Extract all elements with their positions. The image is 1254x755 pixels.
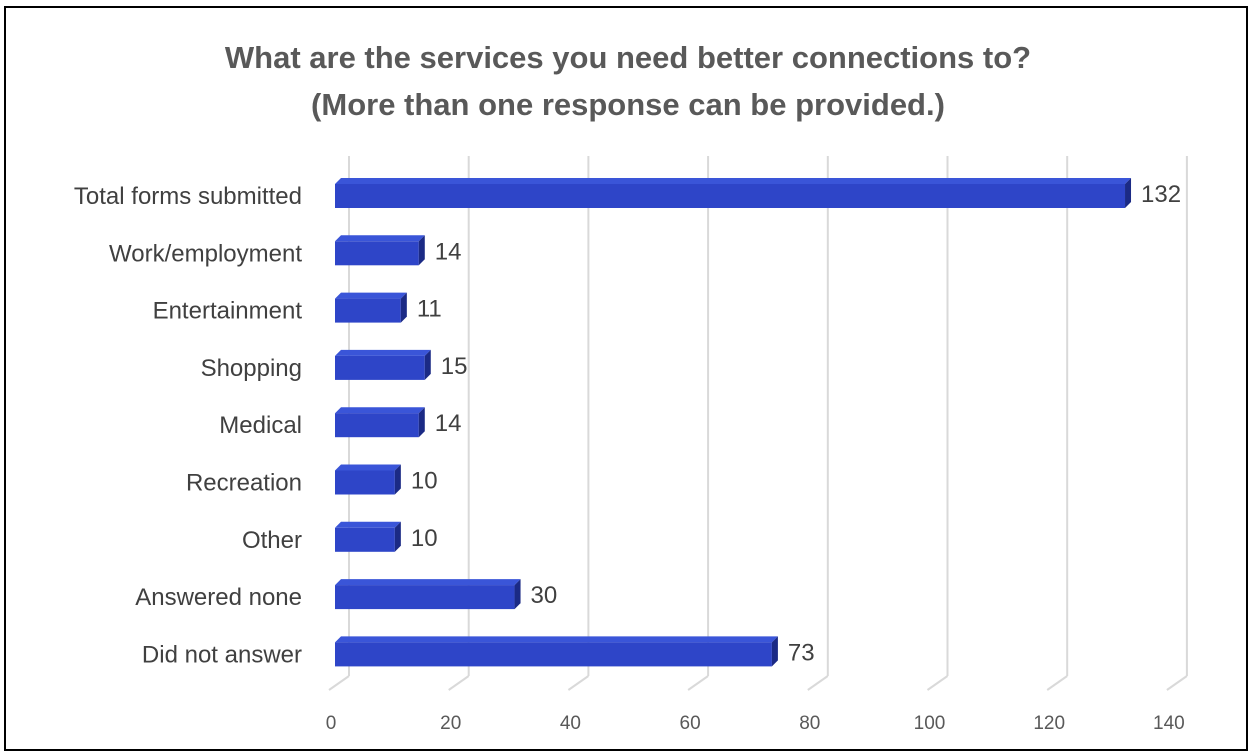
bar [335, 642, 772, 667]
category-label: Total forms submitted [74, 183, 302, 210]
bar [335, 355, 425, 380]
bar-side-face [424, 349, 431, 380]
bar-group [335, 579, 521, 610]
x-tick-label: 20 [440, 713, 461, 734]
bar [335, 184, 1126, 208]
bar-top-face [335, 235, 425, 242]
data-label: 132 [1141, 181, 1181, 208]
gridline-floor [1046, 675, 1068, 691]
data-label: 11 [417, 296, 442, 323]
bar-side-face [1125, 178, 1132, 208]
bar [335, 298, 401, 323]
category-label: Entertainment [153, 298, 303, 325]
x-tick-label: 60 [680, 713, 701, 734]
x-tick-label: 140 [1153, 713, 1185, 734]
bar-side-face [514, 579, 521, 610]
bar-top-face [335, 407, 425, 414]
data-label: 14 [435, 410, 462, 437]
bar-top-face [335, 521, 401, 528]
chart-title-line-1: What are the services you need better co… [224, 40, 1032, 75]
bar-group [335, 636, 778, 667]
data-label: 73 [788, 639, 815, 666]
chart-frame: What are the services you need better co… [4, 6, 1248, 751]
gridline-floor [807, 675, 829, 691]
bar-top-face [335, 292, 407, 299]
category-label: Answered none [135, 584, 302, 611]
bar-side-face [400, 292, 407, 323]
data-label: 14 [435, 238, 462, 265]
bar-side-face [418, 407, 425, 438]
gridline-floor [448, 675, 470, 691]
bar-group [335, 464, 401, 495]
bar-group [335, 521, 401, 552]
bar-side-face [394, 521, 401, 552]
category-label: Work/employment [109, 240, 302, 267]
category-label: Recreation [186, 470, 302, 497]
bar [335, 527, 395, 552]
gridline-floor [1166, 675, 1188, 691]
gridline-floor [687, 675, 709, 691]
bar [335, 413, 419, 438]
bar-top-face [335, 349, 431, 356]
chart-subtitle: (More than one response can be provided.… [311, 87, 945, 122]
bar-top-face [335, 636, 778, 643]
bars [335, 178, 1132, 667]
x-tick-label: 40 [560, 713, 581, 734]
bar-top-face [335, 178, 1132, 184]
category-label: Did not answer [142, 641, 302, 668]
bar-top-face [335, 464, 401, 471]
bar-top-face [335, 579, 521, 586]
category-label: Other [242, 527, 302, 554]
category-label: Shopping [201, 355, 302, 382]
bar-group [335, 235, 425, 266]
data-label: 10 [411, 525, 438, 552]
bar-group [335, 178, 1132, 208]
data-label: 30 [531, 582, 558, 609]
data-label: 10 [411, 468, 438, 495]
data-label: 15 [441, 353, 468, 380]
bar-side-face [418, 235, 425, 266]
bar [335, 241, 419, 266]
x-tick-label: 120 [1033, 713, 1065, 734]
bar-group [335, 292, 407, 323]
bar [335, 585, 515, 610]
gridline-floor [926, 675, 949, 691]
bar-group [335, 349, 431, 380]
bar [335, 470, 395, 495]
bar-side-face [394, 464, 401, 495]
x-tick-label: 100 [914, 713, 946, 734]
gridline-floor [567, 675, 589, 691]
x-tick-label: 0 [326, 713, 337, 734]
chart-title: What are the services you need better co… [6, 34, 1250, 128]
gridline-floor [328, 675, 350, 691]
x-tick-label: 80 [799, 713, 820, 734]
bar-side-face [771, 636, 778, 667]
bar-group [335, 407, 425, 438]
labels: 0 20 40 60 80 100 120 140 Total forms submitted 1… [74, 181, 1185, 734]
category-label: Medical [219, 412, 302, 439]
